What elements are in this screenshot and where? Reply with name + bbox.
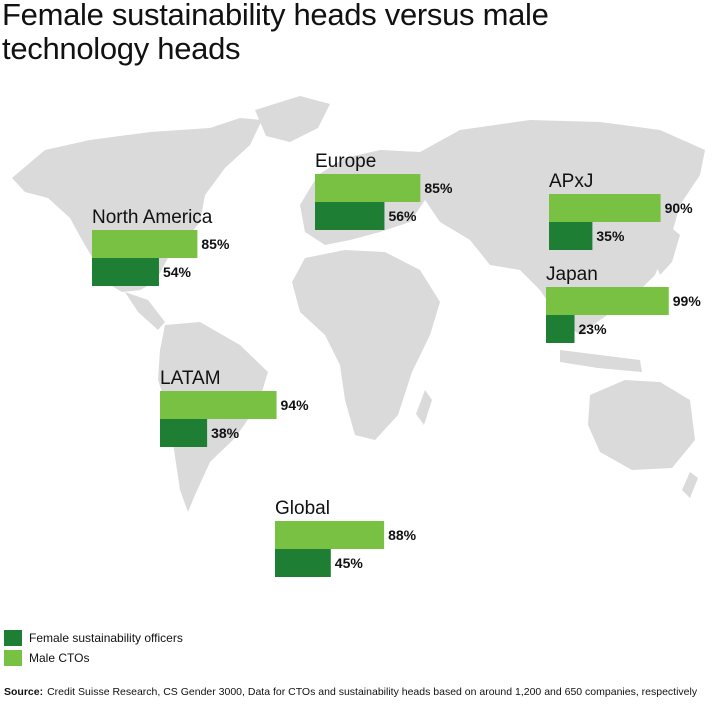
value-label-female-global: 45% (335, 555, 364, 571)
value-label-male-japan: 99% (673, 293, 702, 309)
value-label-male-latam: 94% (281, 397, 310, 413)
legend-label-female: Female sustainability officers (29, 631, 183, 645)
value-label-male-global: 88% (388, 527, 417, 543)
source-text: Credit Suisse Research, CS Gender 3000, … (47, 686, 698, 698)
bar-male-europe (315, 174, 421, 202)
legend-swatch-male (4, 650, 22, 666)
legend: Female sustainability officers Male CTOs (4, 628, 183, 668)
bar-female-north-america (92, 258, 159, 286)
region-label-latam: LATAM (160, 368, 221, 389)
value-label-female-europe: 56% (388, 208, 417, 224)
bar-male-global (275, 521, 385, 549)
region-label-global: Global (275, 498, 330, 519)
bar-female-latam (160, 419, 208, 447)
value-label-female-north-america: 54% (163, 264, 192, 280)
value-label-male-north-america: 85% (201, 236, 230, 252)
bar-male-japan (546, 287, 669, 315)
region-label-japan: Japan (546, 264, 598, 285)
source-note: Source: Credit Suisse Research, CS Gende… (4, 686, 704, 698)
bar-male-north-america (92, 230, 198, 258)
bar-female-japan (546, 315, 575, 343)
chart-title: Female sustainability heads versus male … (2, 0, 549, 66)
region-label-apxj: APxJ (549, 171, 593, 192)
bar-female-apxj (549, 222, 593, 250)
source-label: Source: (4, 686, 44, 698)
value-label-female-japan: 23% (579, 321, 608, 337)
legend-item-male: Male CTOs (4, 648, 183, 668)
value-label-male-apxj: 90% (665, 200, 694, 216)
value-label-female-apxj: 35% (596, 228, 625, 244)
bar-female-europe (315, 202, 385, 230)
legend-item-female: Female sustainability officers (4, 628, 183, 648)
bar-female-global (275, 549, 331, 577)
value-label-male-europe: 85% (424, 180, 453, 196)
legend-swatch-female (4, 630, 22, 646)
bar-male-latam (160, 391, 277, 419)
region-label-north-america: North America (92, 207, 213, 228)
legend-label-male: Male CTOs (29, 651, 90, 665)
value-label-female-latam: 38% (211, 425, 240, 441)
region-label-europe: Europe (315, 151, 376, 172)
bar-male-apxj (549, 194, 661, 222)
